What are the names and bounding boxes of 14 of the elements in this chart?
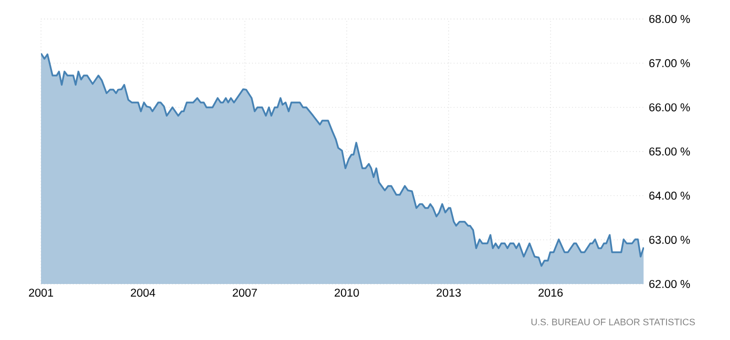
x-tick-label: 2010	[334, 288, 359, 297]
y-tick-label: 65.00 %	[649, 148, 690, 156]
x-tick-label: 2007	[232, 288, 257, 297]
x-tick-label: 2001	[28, 288, 54, 297]
y-tick-label: 66.00 %	[649, 103, 690, 112]
y-tick-label: 67.00 %	[649, 59, 690, 68]
y-tick-label: 68.00 %	[649, 15, 690, 24]
y-tick-label: 64.00 %	[649, 192, 690, 200]
x-tick-label: 2004	[130, 288, 156, 297]
x-tick-label: 2013	[436, 288, 461, 297]
x-tick-label: 2016	[538, 288, 563, 297]
text: U.S. BUREAU OF LABOR STATISTICS	[531, 318, 695, 326]
y-tick-label: 62.00 %	[649, 280, 690, 288]
y-tick-label: 63.00 %	[649, 236, 690, 244]
